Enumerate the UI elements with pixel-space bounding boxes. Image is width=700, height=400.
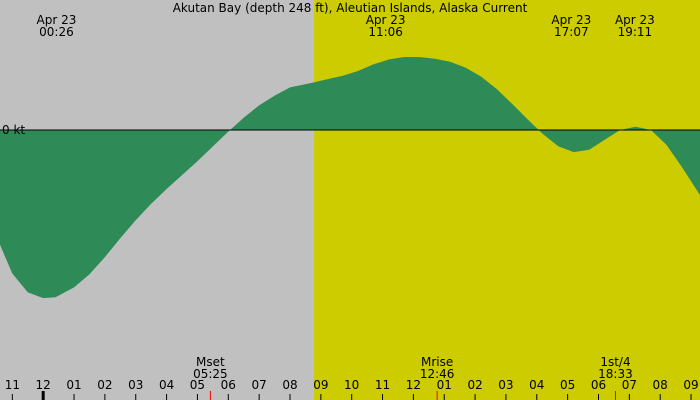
top-event-time: 11:06 xyxy=(368,25,403,39)
hour-tick-label: 06 xyxy=(591,378,606,392)
hour-tick-label: 04 xyxy=(529,378,544,392)
hour-tick-label: 09 xyxy=(313,378,328,392)
moon-event-time: 18:33 xyxy=(598,367,633,381)
top-event-date: Apr 23 xyxy=(551,13,591,27)
top-event-time: 19:11 xyxy=(618,25,653,39)
moon-event-label: Mset xyxy=(196,355,225,369)
hour-tick-label: 05 xyxy=(560,378,575,392)
hour-tick-label: 08 xyxy=(282,378,297,392)
hour-tick-label: 08 xyxy=(653,378,668,392)
hour-tick-label: 09 xyxy=(683,378,698,392)
top-event-time: 17:07 xyxy=(554,25,589,39)
hour-tick-label: 10 xyxy=(344,378,359,392)
hour-tick-label: 07 xyxy=(251,378,266,392)
hour-tick-label: 11 xyxy=(5,378,20,392)
top-event-date: Apr 23 xyxy=(37,13,77,27)
hour-tick-label: 12 xyxy=(36,378,51,392)
top-event-date: Apr 23 xyxy=(366,13,406,27)
hour-tick-label: 01 xyxy=(66,378,81,392)
moon-event-time: 05:25 xyxy=(193,367,228,381)
hour-axis: 11 12 01 02 03 04 05 06 07 08 09 10 11 12 01 02 03 04 05 06… xyxy=(5,378,699,400)
hour-tick-label: 03 xyxy=(128,378,143,392)
daylight-band xyxy=(314,0,700,400)
top-event-time: 00:26 xyxy=(39,25,74,39)
chart-title: Akutan Bay (depth 248 ft), Aleutian Isla… xyxy=(173,1,528,15)
hour-tick-label: 12 xyxy=(406,378,421,392)
hour-tick-label: 03 xyxy=(498,378,513,392)
moon-event-label: 1st/4 xyxy=(600,355,630,369)
moon-event-time: 12:46 xyxy=(420,367,455,381)
hour-tick-label: 06 xyxy=(221,378,236,392)
hour-tick-label: 02 xyxy=(467,378,482,392)
current-area xyxy=(0,57,700,299)
zero-label: 0 kt xyxy=(2,123,25,137)
hour-tick-label: 07 xyxy=(622,378,637,392)
hour-tick-label: 04 xyxy=(159,378,174,392)
hour-tick-label: 11 xyxy=(375,378,390,392)
moon-event-label: Mrise xyxy=(421,355,453,369)
hour-tick-label: 05 xyxy=(190,378,205,392)
hour-tick-label: 02 xyxy=(97,378,112,392)
hour-tick-label: 01 xyxy=(437,378,452,392)
top-event-date: Apr 23 xyxy=(615,13,655,27)
